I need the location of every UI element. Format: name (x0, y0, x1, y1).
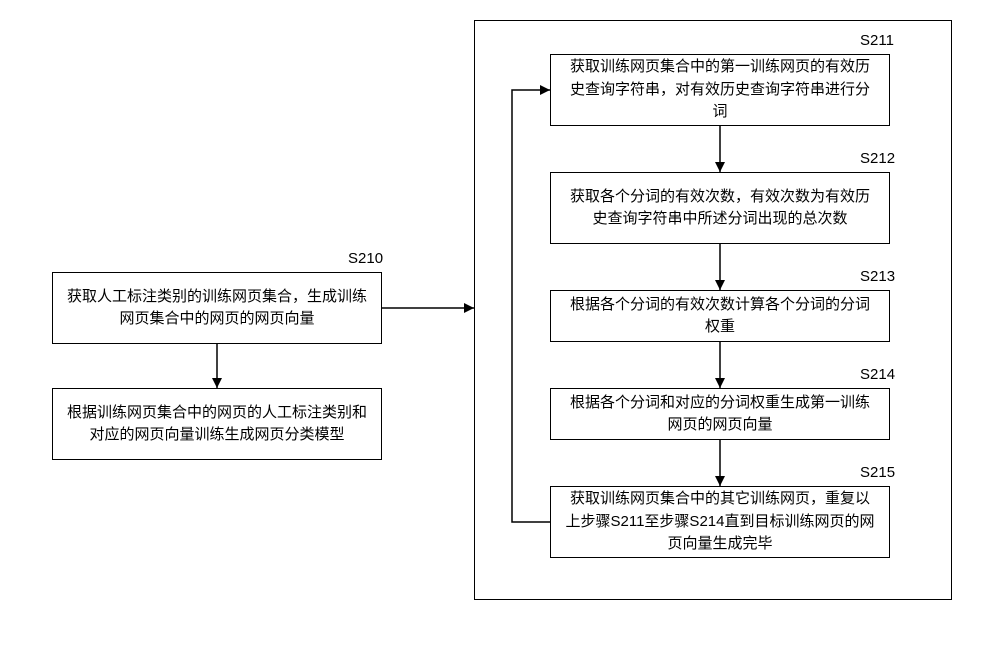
label-s211: S211 (860, 32, 894, 49)
node-s215: 获取训练网页集合中的其它训练网页，重复以上步骤S211至步骤S214直到目标训练… (550, 486, 890, 558)
label-s212: S212 (860, 150, 895, 167)
label-s214: S214 (860, 366, 895, 383)
label-s215: S215 (860, 464, 895, 481)
node-s211-text: 获取训练网页集合中的第一训练网页的有效历史查询字符串，对有效历史查询字符串进行分… (563, 56, 877, 124)
node-s212: 获取各个分词的有效次数，有效次数为有效历史查询字符串中所述分词出现的总次数 (550, 172, 890, 244)
node-s215-text: 获取训练网页集合中的其它训练网页，重复以上步骤S211至步骤S214直到目标训练… (563, 488, 877, 556)
node-s220: 根据训练网页集合中的网页的人工标注类别和对应的网页向量训练生成网页分类模型 (52, 388, 382, 460)
node-s214-text: 根据各个分词和对应的分词权重生成第一训练网页的网页向量 (563, 392, 877, 437)
label-s210: S210 (348, 250, 383, 267)
node-s210-text: 获取人工标注类别的训练网页集合，生成训练网页集合中的网页的网页向量 (65, 286, 369, 331)
label-s213: S213 (860, 268, 895, 285)
node-s214: 根据各个分词和对应的分词权重生成第一训练网页的网页向量 (550, 388, 890, 440)
node-s213-text: 根据各个分词的有效次数计算各个分词的分词权重 (563, 294, 877, 339)
node-s220-text: 根据训练网页集合中的网页的人工标注类别和对应的网页向量训练生成网页分类模型 (65, 402, 369, 447)
node-s210: 获取人工标注类别的训练网页集合，生成训练网页集合中的网页的网页向量 (52, 272, 382, 344)
node-s213: 根据各个分词的有效次数计算各个分词的分词权重 (550, 290, 890, 342)
node-s212-text: 获取各个分词的有效次数，有效次数为有效历史查询字符串中所述分词出现的总次数 (563, 186, 877, 231)
node-s211: 获取训练网页集合中的第一训练网页的有效历史查询字符串，对有效历史查询字符串进行分… (550, 54, 890, 126)
